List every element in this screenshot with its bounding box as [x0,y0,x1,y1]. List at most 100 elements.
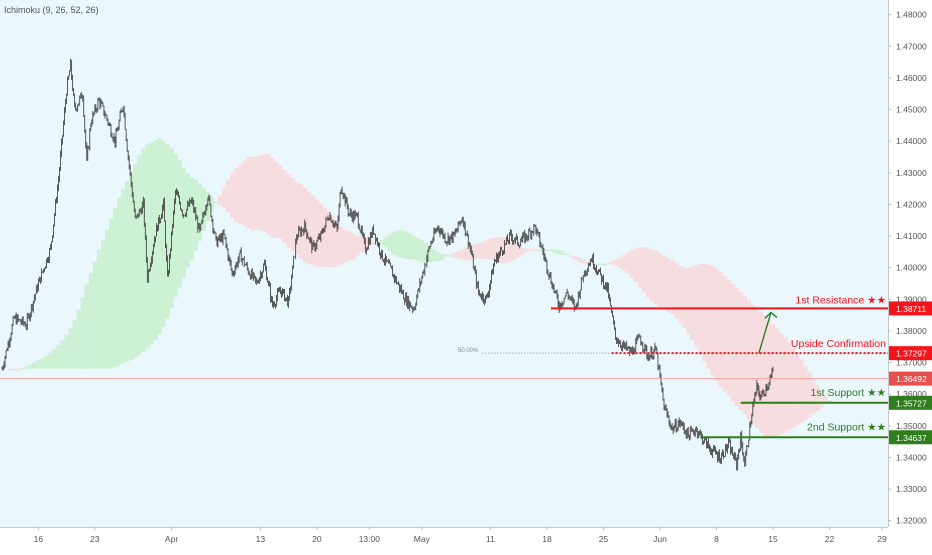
resistance-badge-bg [889,301,932,316]
kumo-segment [343,229,348,263]
kumo-segment [359,236,364,253]
kumo-segment [40,358,45,369]
kumo-segment [113,207,118,367]
kumo-segment [137,155,142,356]
upside-arrow-head [764,311,778,319]
upside-arrow-shaft [758,312,772,354]
kumo-segment [803,366,808,421]
kumo-segment [217,195,223,206]
kumo-segment [238,164,243,225]
current-price-badge-bg [889,371,932,386]
kumo-segment [314,199,319,267]
price-axis-label: 1.37000 [896,358,927,368]
kumo-segment [48,352,53,369]
kumo-segment [298,183,303,259]
time-axis-label: May [414,534,431,544]
kumo-segment [205,191,210,222]
kumo-segment [548,249,554,252]
kumo-segment [20,368,25,370]
kumo-segment [149,142,154,345]
kumo-segment [185,173,190,268]
kumo-segment [795,353,800,426]
kumo-segment [617,257,622,269]
time-axis-background [0,527,888,550]
resistance-badge-text: 1.38711 [896,304,926,314]
kumo-segment [278,165,283,239]
kumo-segment [355,236,360,256]
kumo-segment [181,167,186,278]
kumo-segment [569,255,574,258]
kumo-segment [468,246,473,261]
kumo-segment [213,201,219,204]
kumo-segment [411,235,416,260]
kumo-segment [500,236,505,264]
time-axis-label: 11 [486,534,495,544]
kumo-segment [666,257,671,313]
kumo-segment [399,229,404,258]
kumo-segment [68,328,73,369]
kumo-segment [771,323,776,438]
price-axis-label: 1.32000 [896,516,927,526]
kumo-segment [601,263,606,266]
kumo-segment [815,385,820,412]
kumo-segment [670,260,675,315]
kumo-segment [234,168,239,222]
resistance-label: 1st Resistance ★★ [795,294,886,306]
time-axis-label: 8 [714,534,719,544]
kumo-segment [746,300,751,420]
time-axis-label: 15 [768,534,778,544]
price-axis-label: 1.33000 [896,484,927,494]
kumo-segment [476,243,481,259]
kumo-segment [290,177,295,252]
time-axis-label: 18 [542,534,552,544]
indicator-label: Ichimoku (9, 26, 52, 26) [4,5,99,15]
kumo-segment [613,259,618,267]
time-axis-label: Apr [165,534,178,544]
price-axis-label: 1.47000 [896,41,927,51]
kumo-segment [407,233,412,260]
kumo-segment [645,247,650,298]
kumo-segment [435,251,441,261]
kumo-segment [230,173,235,218]
kumo-segment [169,148,174,309]
kumo-segment [104,229,110,369]
kumo-segment [387,234,392,251]
kumo-segment [597,263,602,266]
kumo-segment [573,256,578,261]
kumo-segment [274,161,279,238]
time-axis-label: 25 [599,534,609,544]
kumo-segment [621,254,626,271]
kumo-segment [714,268,719,382]
kumo-segment [141,148,146,352]
kumo-segment [589,263,594,266]
kumo-segment [282,170,287,243]
kumo-segment [423,242,428,264]
kumo-segment [754,308,759,429]
kumo-segment [577,257,582,263]
kumo-segment [266,153,271,235]
kumo-segment [750,304,755,425]
kumo-segment [585,261,590,264]
price-axis-label: 1.35000 [896,421,927,431]
fib-50-label: 50.00% [458,348,479,354]
price-axis-label: 1.36000 [896,389,927,399]
kumo-segment [121,189,126,364]
kumo-segment [92,261,97,369]
kumo-segment [294,181,299,255]
kumo-segment [532,249,537,252]
kumo-segment [60,340,65,369]
kumo-segment [56,344,61,369]
kumo-segment [391,232,396,255]
kumo-segment [779,333,784,435]
kumo-segment [823,396,828,405]
kumo-segment [270,157,275,238]
kumo-segment [516,245,521,258]
kumo-segment [16,368,21,371]
kumo-segment [783,337,788,433]
price-axis-label: 1.48000 [896,10,927,20]
kumo-segment [662,255,667,311]
kumo-segment [129,173,134,360]
kumo-segment [335,222,340,267]
